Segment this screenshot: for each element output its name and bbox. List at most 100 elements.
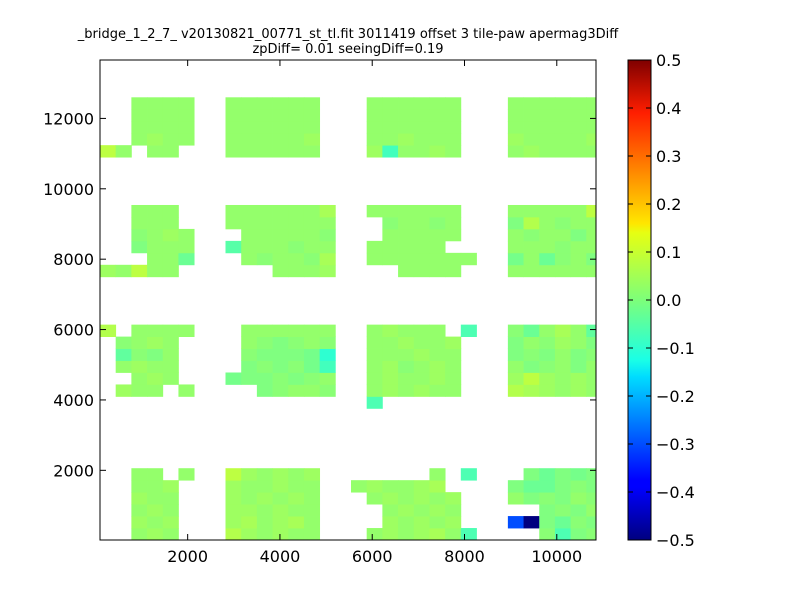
heatmap-cell [398,384,415,397]
heatmap-cell [272,121,289,134]
heatmap-cell [366,384,383,397]
heatmap-cell [445,216,462,230]
heatmap-cell [398,204,415,218]
heatmap-cell [288,528,305,541]
heatmap-cell [445,97,462,110]
heatmap-cell [554,348,572,361]
heatmap-cell [225,240,242,254]
colorbar-tick-label: 0.1 [656,243,681,262]
heatmap-cell [272,252,289,266]
heatmap-cell [523,121,540,134]
heatmap-cell [366,252,383,266]
heatmap-cell [429,240,446,254]
heatmap-cell [570,240,587,254]
heatmap-cell [319,336,336,349]
heatmap-cell [507,492,524,505]
heatmap-cell [429,121,446,134]
heatmap-cell [131,468,148,481]
heatmap-cell [225,504,242,517]
heatmap-cell [272,109,289,122]
heatmap-cell [288,516,305,529]
heatmap-cell [162,360,179,373]
heatmap-cell [523,360,540,373]
heatmap-cell [147,264,164,278]
colorbar-tick-label: 0.2 [656,195,681,214]
heatmap-cell [429,372,446,385]
heatmap-cell [241,324,258,337]
heatmap-cell [539,121,556,134]
heatmap-cell [272,240,289,254]
heatmap-cell [460,528,477,541]
plot-frame [99,59,597,541]
heatmap-cell [539,240,556,254]
heatmap-cell [570,324,587,337]
heatmap-cell [256,216,273,230]
heatmap-cell [570,348,587,361]
heatmap-cell [288,504,305,517]
heatmap-cell [570,504,587,517]
heatmap-cell [570,204,587,218]
heatmap-cell [319,384,336,397]
heatmap-cell [523,324,540,337]
heatmap-cell [398,145,415,158]
heatmap-cell [303,133,321,146]
heatmap-cell [460,252,477,266]
heatmap-cell [272,324,289,337]
colorbar-tick-label: 0.4 [656,99,681,118]
heatmap-cell [445,528,462,541]
heatmap-cell [288,480,305,493]
heatmap-cell [272,372,289,385]
heatmap-cell [366,396,383,409]
heatmap-cell [319,252,336,266]
heatmap-cell [100,264,117,278]
heatmap-cell [586,348,597,361]
heatmap-cell [398,516,415,529]
heatmap-cell [131,516,148,529]
heatmap-cell [147,348,164,361]
heatmap-cell [147,252,164,266]
heatmap-cell [413,97,430,110]
heatmap-cell [507,516,524,529]
heatmap-cell [241,133,258,146]
heatmap-cell [162,528,179,541]
heatmap-cell [586,480,597,493]
heatmap-cell [256,528,273,541]
heatmap-cell [539,384,556,397]
heatmap-cell [398,97,415,110]
heatmap-cell [554,492,572,505]
heatmap-cell [539,252,556,266]
heatmap-cell [272,336,289,349]
heatmap-cell [366,133,383,146]
heatmap-cell [288,492,305,505]
heatmap-cell [131,492,148,505]
heatmap-cell [303,492,321,505]
heatmap-cell [162,228,179,242]
heatmap-cell [398,216,415,230]
heatmap-cell [507,109,524,122]
heatmap-cell [178,468,195,481]
heatmap-cell [570,372,587,385]
heatmap-cell [256,516,273,529]
heatmap-cell [272,133,289,146]
heatmap-cell [570,360,587,373]
heatmap-cell [429,384,446,397]
heatmap-cell [429,492,446,505]
heatmap-cell [147,228,164,242]
heatmap-cell [554,216,572,230]
heatmap-cell [554,372,572,385]
heatmap-cell [539,480,556,493]
heatmap-cell [319,264,336,278]
x-tick-label: 8000 [444,547,485,566]
heatmap-cell [366,360,383,373]
x-tick-label: 4000 [260,547,301,566]
heatmap-cell [178,133,195,146]
heatmap-cell [382,109,399,122]
heatmap-cell [131,109,148,122]
heatmap-cell [507,145,524,158]
heatmap-cell [272,97,289,110]
heatmap-cell [162,109,179,122]
heatmap-cell [586,504,597,517]
heatmap-cell [115,360,132,373]
heatmap-cell [507,360,524,373]
